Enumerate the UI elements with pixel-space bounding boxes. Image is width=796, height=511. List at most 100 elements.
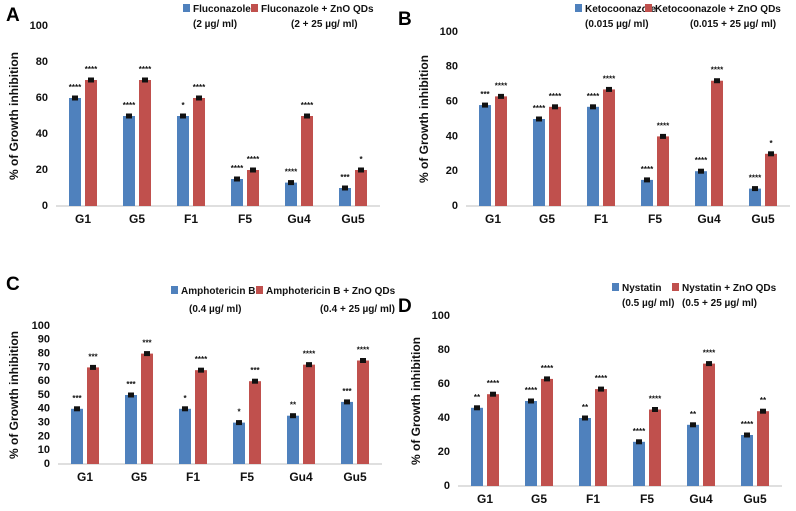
bar-g5-drug-zno <box>549 106 561 206</box>
error-cap <box>544 376 550 382</box>
y-axis-title: % of Growth inhibition <box>7 52 21 180</box>
bar-f1-drug-zno <box>603 89 615 206</box>
x-tick-label: Gu5 <box>343 470 367 484</box>
significance-label: **** <box>69 83 82 92</box>
x-tick-label: G1 <box>485 212 501 226</box>
y-tick-label: 20 <box>38 430 50 442</box>
significance-label: **** <box>711 66 724 75</box>
y-tick-label: 20 <box>446 165 458 177</box>
legend-swatch <box>183 4 190 12</box>
significance-label: * <box>237 408 241 417</box>
x-tick-label: G1 <box>477 492 493 506</box>
bar-f1-drug-zno <box>595 389 607 486</box>
significance-label: ** <box>690 410 697 419</box>
error-cap <box>482 102 488 108</box>
legend-swatch <box>575 4 582 12</box>
error-cap <box>660 133 666 139</box>
bar-f1-drug-zno <box>195 370 207 464</box>
error-cap <box>290 413 296 419</box>
bar-gu5-drug <box>749 188 761 206</box>
y-tick-label: 60 <box>446 96 458 108</box>
y-tick-label: 60 <box>438 378 450 390</box>
significance-label: ** <box>582 403 589 412</box>
error-cap <box>74 406 80 412</box>
significance-label: ** <box>760 396 767 405</box>
legend-dose: (0.5 + 25 µg/ ml) <box>682 298 757 309</box>
bar-g5-drug <box>525 401 537 486</box>
y-tick-label: 30 <box>38 417 50 429</box>
y-tick-label: 100 <box>432 310 450 322</box>
x-tick-label: G5 <box>531 492 547 506</box>
error-cap <box>90 364 96 370</box>
legend-dose: (0.5 µg/ ml) <box>622 298 674 309</box>
x-tick-label: F5 <box>648 212 662 226</box>
legend-dose: (0.015 µg/ ml) <box>585 19 649 30</box>
significance-label: *** <box>142 339 152 348</box>
significance-label: **** <box>193 83 206 92</box>
bar-g1-drug-zno <box>495 96 507 206</box>
significance-label: **** <box>749 174 762 183</box>
legend-dose: (2 µg/ ml) <box>193 19 237 30</box>
significance-label: **** <box>139 65 152 74</box>
significance-label: **** <box>649 395 662 404</box>
error-cap <box>88 77 94 83</box>
legend-label: Fluconazole <box>193 4 251 15</box>
error-cap <box>358 167 364 173</box>
bar-gu4-drug-zno <box>301 116 313 206</box>
bar-f1-drug-zno <box>193 98 205 206</box>
x-tick-label: Gu4 <box>287 212 311 226</box>
x-tick-label: F1 <box>184 212 198 226</box>
chart-panel-c: C% of Growth inhibition01020304050607080… <box>6 274 396 484</box>
y-tick-label: 0 <box>452 200 458 212</box>
significance-label: *** <box>72 394 82 403</box>
panel-label: C <box>6 274 20 295</box>
bar-f5-drug-zno <box>657 136 669 206</box>
significance-label: **** <box>657 121 670 130</box>
y-tick-label: 0 <box>444 480 450 492</box>
bar-f1-drug <box>587 106 599 206</box>
bar-f5-drug <box>231 179 243 206</box>
bar-gu4-drug <box>287 415 299 464</box>
bar-g5-drug-zno <box>141 353 153 464</box>
bar-gu4-drug-zno <box>703 363 715 486</box>
significance-label: **** <box>301 101 314 110</box>
x-tick-label: Gu5 <box>751 212 775 226</box>
x-tick-label: Gu5 <box>341 212 365 226</box>
error-cap <box>474 405 480 411</box>
error-cap <box>304 113 310 119</box>
significance-label: **** <box>231 164 244 173</box>
significance-label: **** <box>85 65 98 74</box>
error-cap <box>490 391 496 397</box>
x-tick-label: G1 <box>75 212 91 226</box>
bar-f1-drug <box>177 116 189 206</box>
error-cap <box>598 386 604 392</box>
bar-g5-drug-zno <box>139 80 151 206</box>
significance-label: ** <box>290 401 297 410</box>
significance-label: *** <box>340 173 350 182</box>
error-cap <box>636 439 642 445</box>
y-tick-label: 0 <box>42 200 48 212</box>
chart-panel-a: A% of Growth inhibition020406080100*****… <box>6 4 380 226</box>
error-cap <box>344 399 350 405</box>
error-cap <box>528 398 534 404</box>
bar-gu5-drug-zno <box>357 360 369 464</box>
x-tick-label: G5 <box>129 212 145 226</box>
x-tick-label: Gu4 <box>689 492 713 506</box>
y-tick-label: 0 <box>44 458 50 470</box>
bar-g1-drug-zno <box>487 394 499 486</box>
error-cap <box>234 176 240 182</box>
panel-label: A <box>6 5 20 26</box>
significance-label: * <box>181 101 185 110</box>
bar-g5-drug <box>123 116 135 206</box>
bar-g5-drug-zno <box>541 378 553 486</box>
chart-panel-b: B% of Growth inhibition020406080100*****… <box>398 4 790 226</box>
y-tick-label: 40 <box>438 412 450 424</box>
error-cap <box>288 180 294 186</box>
x-tick-label: G5 <box>131 470 147 484</box>
legend-label: Nystatin <box>622 283 661 294</box>
error-cap <box>126 113 132 119</box>
error-cap <box>768 151 774 157</box>
bar-gu5-drug-zno <box>355 170 367 206</box>
significance-label: **** <box>533 104 546 113</box>
